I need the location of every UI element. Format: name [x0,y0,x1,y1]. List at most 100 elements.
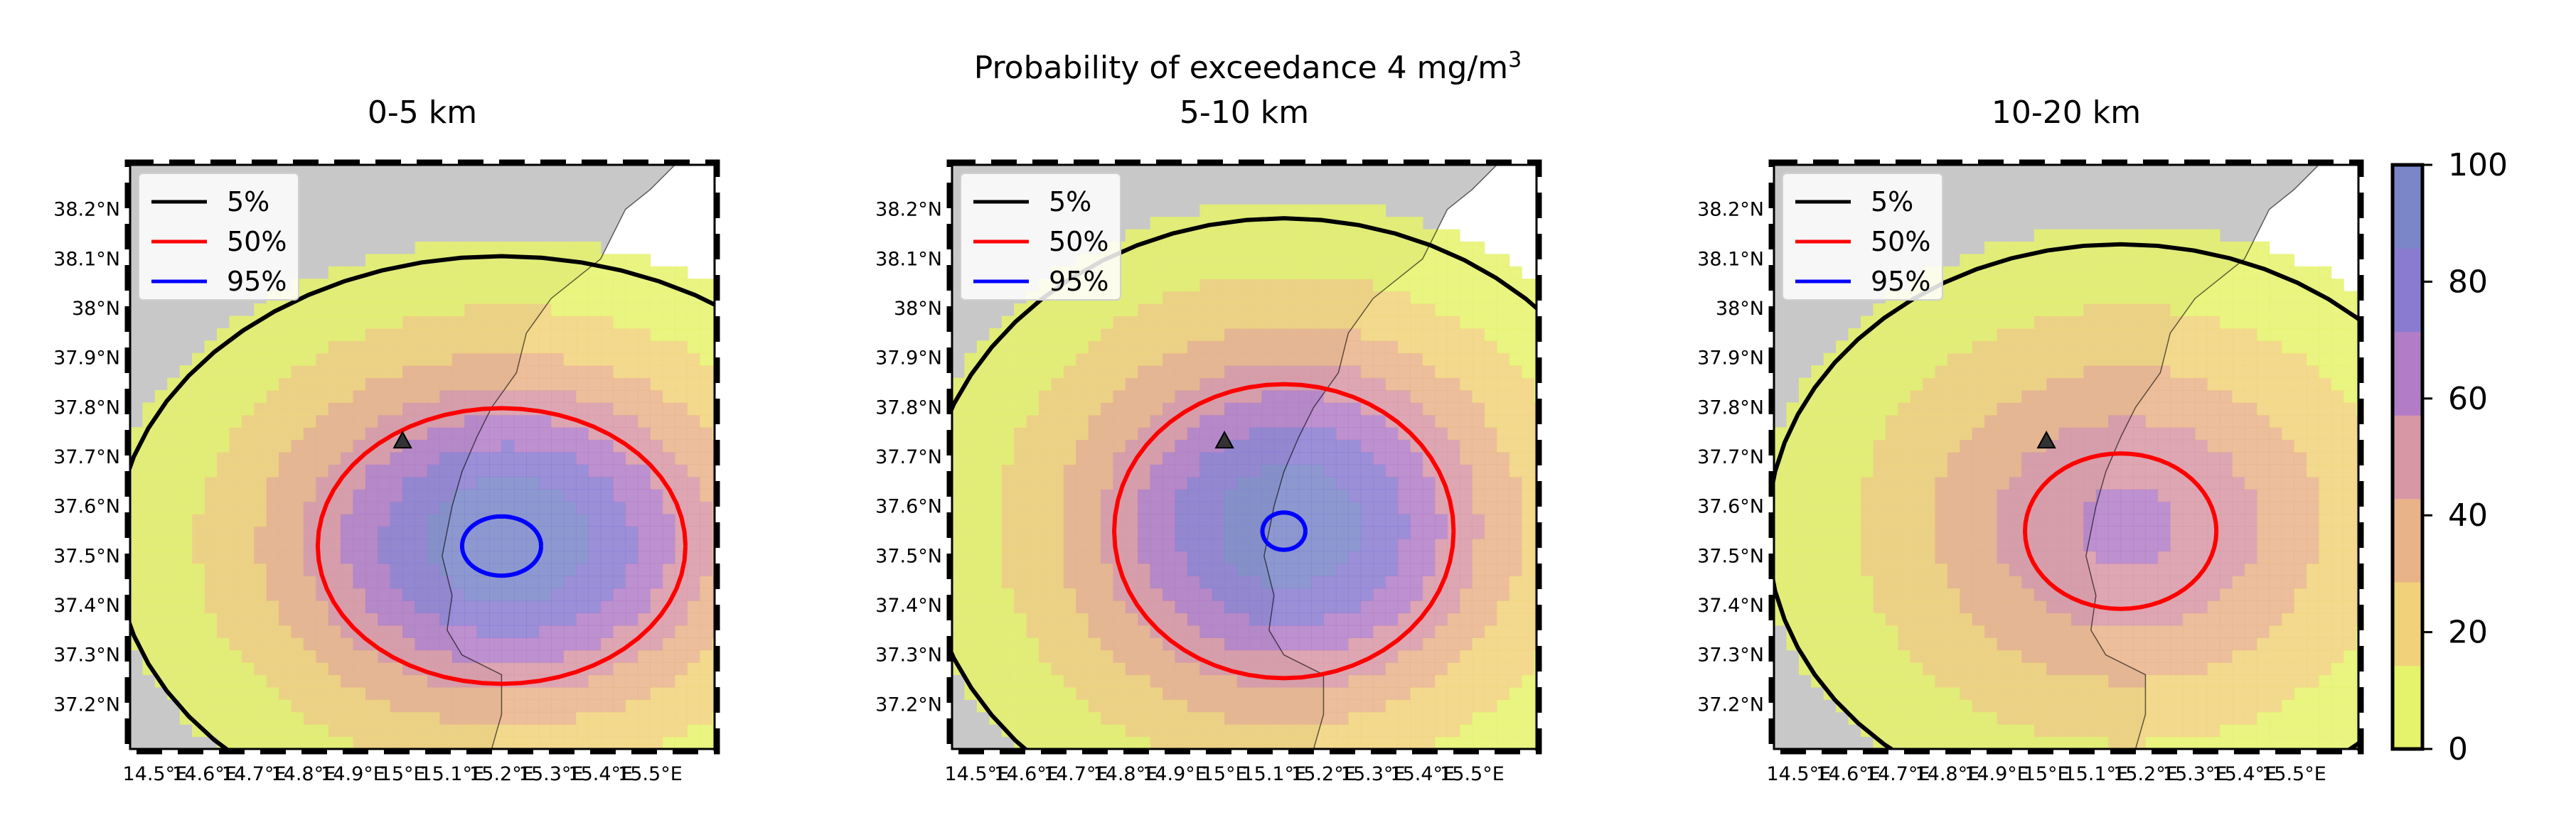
field-cell [1972,340,1985,354]
field-cell [2083,588,2097,601]
field-cell [1063,464,1076,478]
field-cell [1348,613,1362,626]
field-cell [1823,427,1837,441]
field-cell [1150,352,1163,366]
field-cell [1484,316,1497,329]
field-cell [613,352,626,366]
field-cell [1786,489,1800,502]
x-tick-label: 15.2°E [469,763,534,785]
field-cell [1960,464,1973,478]
field-cell [378,674,391,688]
field-cell [464,613,478,626]
field-cell [1385,340,1399,354]
field-cell [1848,489,1861,502]
field-cell [341,303,354,317]
field-cell [1212,649,1225,663]
field-cell [1947,637,1960,651]
field-cell [1860,625,1874,638]
field-cell [1873,674,1886,688]
field-cell [1001,377,1015,391]
field-cell [1187,476,1200,490]
field-cell [575,489,589,502]
field-cell [501,649,515,663]
field-cell [1360,291,1374,304]
field-cell [1947,699,1960,713]
field-cell [551,576,565,589]
field-cell [551,279,565,292]
field-cell [1410,514,1423,527]
field-cell [1311,316,1325,329]
field-cell [1199,600,1213,614]
field-cell [700,711,713,725]
field-cell [415,402,428,416]
field-cell [1447,649,1460,663]
field-cell [650,266,663,279]
field-cell [1038,427,1052,441]
field-cell [976,377,990,391]
field-cell [1885,389,1898,403]
figure-suptitle: Probability of exceedance 4 mg/m3 [974,48,1522,86]
field-cell [1138,352,1151,366]
field-cell [1014,414,1027,428]
field-cell [1497,625,1510,638]
field-cell [638,501,651,514]
field-cell [1138,674,1151,688]
field-cell [1163,241,1176,254]
field-cell [1323,551,1337,564]
field-cell [1774,538,1787,551]
field-cell [1534,514,1536,527]
field-cell [1885,613,1898,626]
field-cell [2009,352,2022,366]
field-cell [1960,452,1973,465]
field-cell [1484,600,1497,614]
field-cell [1175,736,1188,749]
field-cell [1972,613,1985,626]
field-cell [1947,464,1960,478]
field-cell [526,662,540,676]
field-cell [1026,464,1040,478]
field-cell [451,563,465,576]
field-cell [1860,711,1874,725]
field-cell [976,452,990,465]
field-cell [1484,613,1497,626]
field-cell [1885,365,1898,379]
field-cell [1497,538,1510,551]
field-cell [254,686,267,700]
field-cell [1249,291,1262,304]
field-cell [415,674,428,688]
field-cell [551,427,565,441]
field-cell [303,389,316,403]
field-cell [464,291,478,304]
suptitle-superscript: 3 [1508,48,1522,72]
field-cell [2120,489,2134,502]
field-cell [1885,637,1898,651]
field-cell [2095,365,2109,379]
field-cell [1298,699,1312,713]
field-cell [1212,291,1225,304]
field-cell [402,514,416,527]
field-cell [600,600,614,614]
field-cell [1509,328,1522,341]
field-cell [1311,365,1325,379]
field-cell [1026,476,1040,490]
field-cell [1261,711,1275,725]
field-cell [575,711,589,725]
field-cell [687,588,700,601]
field-cell [2108,328,2122,341]
field-cell [2133,439,2147,453]
field-cell [2046,501,2060,514]
field-cell [1935,699,1948,713]
field-cell [1100,452,1113,465]
field-cell [2108,402,2122,416]
field-cell [1001,674,1015,688]
field-cell [1212,377,1225,391]
field-cell [451,365,465,379]
field-cell [1984,600,1998,614]
field-cell [1348,229,1362,242]
field-cell [687,427,700,441]
field-cell [476,613,490,626]
field-cell [2021,662,2035,676]
field-cell [588,291,602,304]
field-cell [700,303,713,317]
field-cell [1460,340,1473,354]
